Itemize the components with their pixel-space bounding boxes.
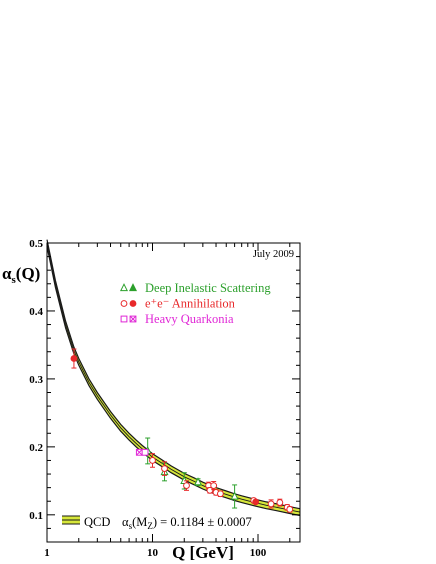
point-marker	[194, 477, 203, 486]
qcd-footer: QCD αs(MZ) = 0.1184 ± 0.0007	[62, 515, 252, 531]
footer-mz-subscript: Z	[147, 521, 153, 531]
data-point	[286, 505, 294, 513]
y-tick-label: 0.5	[29, 238, 43, 250]
data-point	[183, 480, 190, 491]
point-marker	[276, 499, 284, 506]
y-tick-label: 0.3	[29, 374, 43, 386]
y-axis-subscript: s	[12, 274, 17, 286]
data-point	[252, 498, 260, 506]
data-point	[276, 498, 284, 507]
point-marker	[267, 500, 275, 508]
footer-value: ) = 0.1184 ± 0.0007	[153, 515, 252, 529]
point-marker	[141, 448, 149, 456]
legend-entry: e⁺e⁻ Annihilation	[120, 297, 236, 311]
date-label: July 2009	[253, 249, 294, 260]
data-point	[267, 499, 275, 509]
footer-alpha-subscript: s	[129, 521, 133, 531]
legend-entry: Deep Inelastic Scattering	[119, 281, 271, 295]
data-point	[216, 490, 224, 498]
point-marker	[216, 490, 224, 498]
legend-label: Deep Inelastic Scattering	[145, 281, 271, 295]
qcd-band-swatch	[62, 515, 80, 525]
point-marker	[286, 505, 294, 513]
legend-marker	[120, 315, 128, 323]
point-marker	[206, 486, 214, 494]
alpha-s-mz-value: αs(MZ) = 0.1184 ± 0.0007	[122, 515, 252, 531]
x-tick-label: 100	[250, 547, 267, 559]
point-marker	[161, 465, 168, 473]
qcd-band-upper-edge	[46, 239, 301, 510]
x-tick-label: 1	[44, 547, 50, 559]
footer-alpha-symbol: α	[122, 515, 129, 529]
legend-label: e⁺e⁻ Annihilation	[145, 297, 236, 311]
data-point	[161, 461, 168, 476]
data-point	[70, 348, 78, 369]
point-marker	[149, 457, 156, 464]
point-marker	[210, 482, 218, 489]
axis-ticks: 1 10 100 0.1 0.2 0.3 0.4 0.5	[29, 238, 300, 559]
legend-marker-cross	[129, 315, 137, 323]
data-points-layer	[70, 348, 294, 513]
qcd-label: QCD	[84, 515, 110, 529]
data-point	[210, 481, 218, 491]
point-marker	[183, 482, 190, 489]
data-point	[149, 453, 156, 468]
point-marker-cross	[136, 449, 143, 456]
point-marker	[70, 355, 78, 362]
y-tick-label: 0.2	[29, 442, 43, 454]
legend-marker	[128, 283, 138, 292]
qcd-band-central-line	[46, 242, 301, 513]
legend-marker	[119, 283, 129, 292]
data-point	[230, 484, 239, 509]
footer-mz-open: (M	[132, 515, 147, 529]
legend-marker	[129, 300, 137, 307]
legend-marker	[120, 300, 128, 307]
x-tick-label: 10	[147, 547, 159, 559]
y-axis-alpha: α	[2, 264, 12, 283]
point-marker	[252, 498, 260, 506]
legend: Deep Inelastic Scattering e⁺e⁻ Annihilati…	[119, 281, 271, 326]
x-axis-title: Q [GeV]	[172, 543, 234, 562]
qcd-band-lower-edge	[46, 246, 301, 517]
data-point	[135, 448, 143, 456]
qcd-band-layer	[46, 239, 301, 517]
point-marker	[230, 491, 239, 500]
y-axis-suffix: (Q)	[16, 264, 41, 283]
y-tick-label: 0.4	[29, 306, 43, 318]
data-point	[194, 477, 203, 487]
legend-entry: Heavy Quarkonia	[120, 312, 234, 326]
y-axis-title: αs(Q)	[2, 264, 40, 286]
legend-label: Heavy Quarkonia	[145, 312, 234, 326]
y-tick-label: 0.1	[29, 510, 43, 522]
data-point	[141, 448, 149, 456]
